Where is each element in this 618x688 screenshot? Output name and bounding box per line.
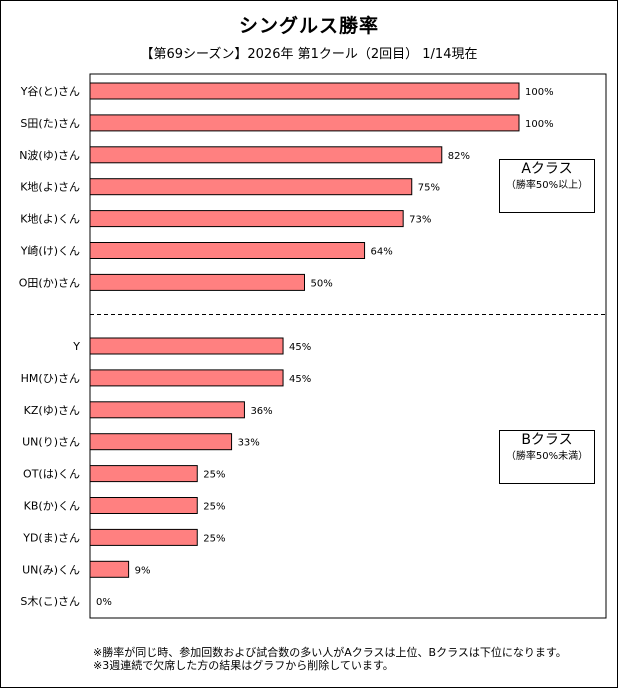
class-b-note: （勝率50%未満） <box>505 450 589 462</box>
category-label: KB(か)くん <box>24 500 80 513</box>
category-label: OT(は)くん <box>23 468 80 481</box>
bar <box>89 273 305 291</box>
footnote-1: ※勝率が同じ時、参加回数および試合数の多い人がAクラスは上位、Bクラスは下位にな… <box>93 646 567 659</box>
bar <box>89 465 198 483</box>
category-label: S木(こ)さん <box>20 595 80 608</box>
bar <box>89 369 284 387</box>
class-b-name: Bクラス <box>521 432 573 448</box>
value-label: 100% <box>525 87 554 98</box>
value-label: 73% <box>409 215 431 226</box>
value-label: 0% <box>96 597 112 608</box>
bar <box>89 433 233 451</box>
category-label: K地(よ)くん <box>20 213 80 226</box>
category-label: HM(ひ)さん <box>21 372 80 385</box>
value-label: 25% <box>203 502 225 513</box>
value-label: 25% <box>203 470 225 481</box>
value-label: 50% <box>311 278 333 289</box>
class-b-box: Bクラス （勝率50%未満） <box>499 430 595 484</box>
class-a-box: Aクラス （勝率50%以上） <box>499 159 595 213</box>
value-label: 36% <box>250 406 272 417</box>
bar <box>89 337 284 355</box>
category-label: YD(ま)さん <box>22 531 80 544</box>
class-a-note: （勝率50%以上） <box>505 179 589 191</box>
value-label: 33% <box>238 438 260 449</box>
footnotes: ※勝率が同じ時、参加回数および試合数の多い人がAクラスは上位、Bクラスは下位にな… <box>93 646 567 672</box>
class-a-name: Aクラス <box>521 161 573 177</box>
value-label: 25% <box>203 533 225 544</box>
category-label: Y谷(と)さん <box>20 85 80 98</box>
bar <box>89 146 443 164</box>
bar <box>89 560 130 578</box>
bar <box>89 497 198 514</box>
category-label: K地(よ)さん <box>20 181 80 194</box>
category-label: O田(か)さん <box>19 276 80 289</box>
bar <box>89 401 245 419</box>
category-label: Y <box>72 340 80 353</box>
bar <box>89 82 520 100</box>
bar <box>89 210 404 228</box>
value-label: 64% <box>371 247 393 258</box>
value-label: 75% <box>418 183 440 194</box>
category-label: UN(り)さん <box>22 436 80 449</box>
bar <box>89 178 413 196</box>
value-label: 100% <box>525 119 554 130</box>
bar <box>89 242 366 259</box>
bar <box>89 114 520 132</box>
category-label: Y崎(け)くん <box>20 244 80 258</box>
value-label: 82% <box>448 151 470 162</box>
category-label: UN(み)くん <box>22 563 80 576</box>
chart-title: シングルス勝率 <box>238 15 379 37</box>
chart-subtitle: 【第69シーズン】2026年 第1クール（2回目） 1/14現在 <box>140 47 478 62</box>
bar <box>89 528 198 546</box>
category-label: KZ(ゆ)さん <box>24 404 80 417</box>
footnote-2: ※3週連続で欠席した方の結果はグラフから削除しています。 <box>93 659 394 672</box>
category-label: S田(た)さん <box>20 117 80 130</box>
category-label: N波(ゆ)さん <box>19 149 80 162</box>
value-label: 9% <box>135 565 151 576</box>
value-label: 45% <box>289 374 311 385</box>
value-label: 45% <box>289 342 311 353</box>
